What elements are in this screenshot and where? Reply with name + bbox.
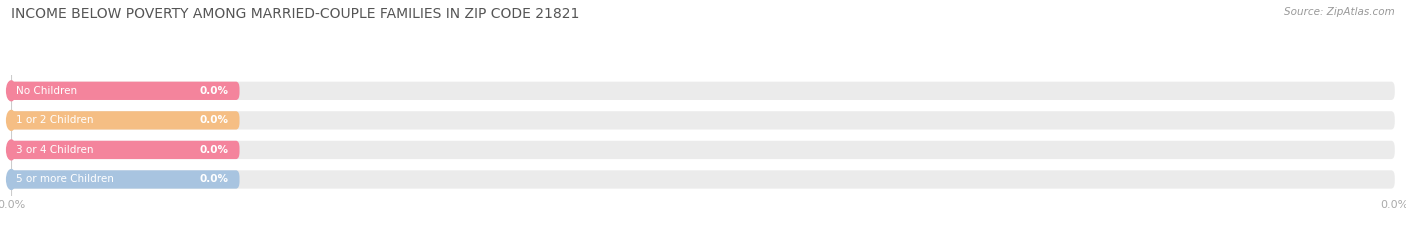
Text: 1 or 2 Children: 1 or 2 Children: [17, 115, 94, 125]
Text: Source: ZipAtlas.com: Source: ZipAtlas.com: [1284, 7, 1395, 17]
Text: 5 or more Children: 5 or more Children: [17, 175, 114, 185]
FancyBboxPatch shape: [11, 170, 239, 189]
Text: INCOME BELOW POVERTY AMONG MARRIED-COUPLE FAMILIES IN ZIP CODE 21821: INCOME BELOW POVERTY AMONG MARRIED-COUPL…: [11, 7, 579, 21]
Text: 0.0%: 0.0%: [200, 115, 228, 125]
FancyBboxPatch shape: [11, 82, 1395, 100]
FancyBboxPatch shape: [11, 170, 1395, 189]
FancyBboxPatch shape: [11, 111, 239, 130]
Circle shape: [7, 170, 15, 189]
Text: 0.0%: 0.0%: [200, 145, 228, 155]
FancyBboxPatch shape: [11, 82, 239, 100]
Text: 0.0%: 0.0%: [200, 86, 228, 96]
Text: No Children: No Children: [17, 86, 77, 96]
Text: 3 or 4 Children: 3 or 4 Children: [17, 145, 94, 155]
FancyBboxPatch shape: [11, 141, 1395, 159]
Circle shape: [7, 81, 15, 101]
FancyBboxPatch shape: [11, 111, 1395, 130]
Text: 0.0%: 0.0%: [200, 175, 228, 185]
FancyBboxPatch shape: [11, 141, 239, 159]
Circle shape: [7, 140, 15, 160]
Circle shape: [7, 110, 15, 130]
